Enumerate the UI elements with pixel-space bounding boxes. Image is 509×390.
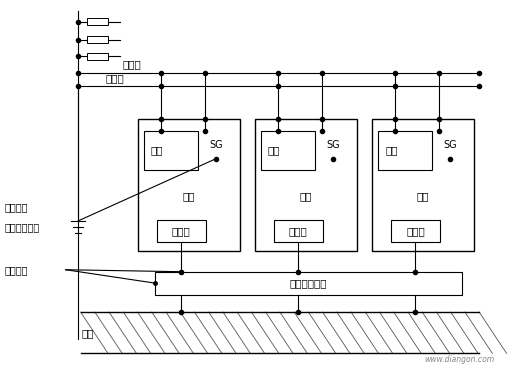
Bar <box>87 53 108 60</box>
Bar <box>157 220 205 242</box>
Text: 设备地: 设备地 <box>105 73 124 83</box>
Bar <box>390 220 439 242</box>
Text: 电源: 电源 <box>267 145 280 155</box>
Text: 中性线: 中性线 <box>123 59 142 69</box>
Bar <box>87 18 108 25</box>
Text: SG: SG <box>209 140 222 150</box>
Text: SG: SG <box>326 140 340 150</box>
Bar <box>254 119 356 251</box>
Text: 机算: 机算 <box>182 191 195 201</box>
Text: 信号地: 信号地 <box>289 226 307 236</box>
Bar <box>155 272 461 294</box>
Bar <box>377 131 431 170</box>
Text: www.diangon.com: www.diangon.com <box>423 355 493 364</box>
Text: 中性点地: 中性点地 <box>5 202 29 213</box>
Bar <box>261 131 314 170</box>
Text: 电源: 电源 <box>384 145 397 155</box>
Text: 机算: 机算 <box>299 191 312 201</box>
Bar <box>87 36 108 43</box>
Text: SG: SG <box>443 140 456 150</box>
Text: 机算: 机算 <box>416 191 429 201</box>
Text: 电源: 电源 <box>151 145 163 155</box>
Bar <box>372 119 473 251</box>
Text: 绝缘的安全地: 绝缘的安全地 <box>289 278 327 288</box>
Bar <box>137 119 240 251</box>
Text: 信号地: 信号地 <box>405 226 424 236</box>
Text: 信号地参考点: 信号地参考点 <box>5 222 40 232</box>
Bar <box>144 131 197 170</box>
Text: 信号地: 信号地 <box>172 226 190 236</box>
Text: 绝缘导线: 绝缘导线 <box>5 265 29 275</box>
Bar <box>273 220 322 242</box>
Text: 地网: 地网 <box>81 328 94 338</box>
